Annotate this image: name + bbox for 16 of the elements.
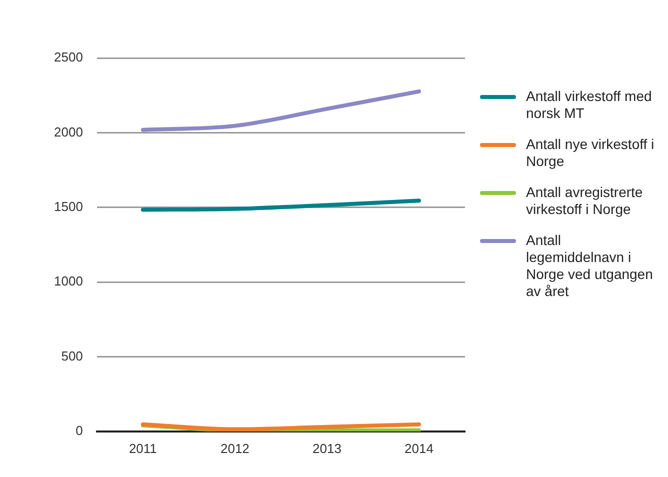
x-tick-label: 2014 <box>404 440 434 456</box>
legend-label: Antall legemiddelnavn i Norge ved utgangen av året <box>526 232 654 300</box>
line-series <box>140 89 421 132</box>
y-tick-label: 2500 <box>54 50 83 65</box>
legend-label: Antall nye virkestoff i Norge <box>526 136 656 170</box>
y-tick-label: 500 <box>61 348 83 364</box>
legend-label: Antall virkestoff med norsk MT <box>526 88 653 122</box>
y-tick-label: 1000 <box>54 274 83 289</box>
legend-label: Antall avregistrerte virkestoff i Norge <box>526 184 644 218</box>
x-tick-label: 2012 <box>220 440 250 456</box>
y-tick-label: 1500 <box>54 198 83 214</box>
x-tick-label: 2013 <box>312 440 342 456</box>
x-tick-label: 2011 <box>128 440 157 456</box>
y-tick-label: 0 <box>76 422 83 438</box>
line-series <box>140 198 421 212</box>
y-tick-label: 2000 <box>54 124 83 140</box>
